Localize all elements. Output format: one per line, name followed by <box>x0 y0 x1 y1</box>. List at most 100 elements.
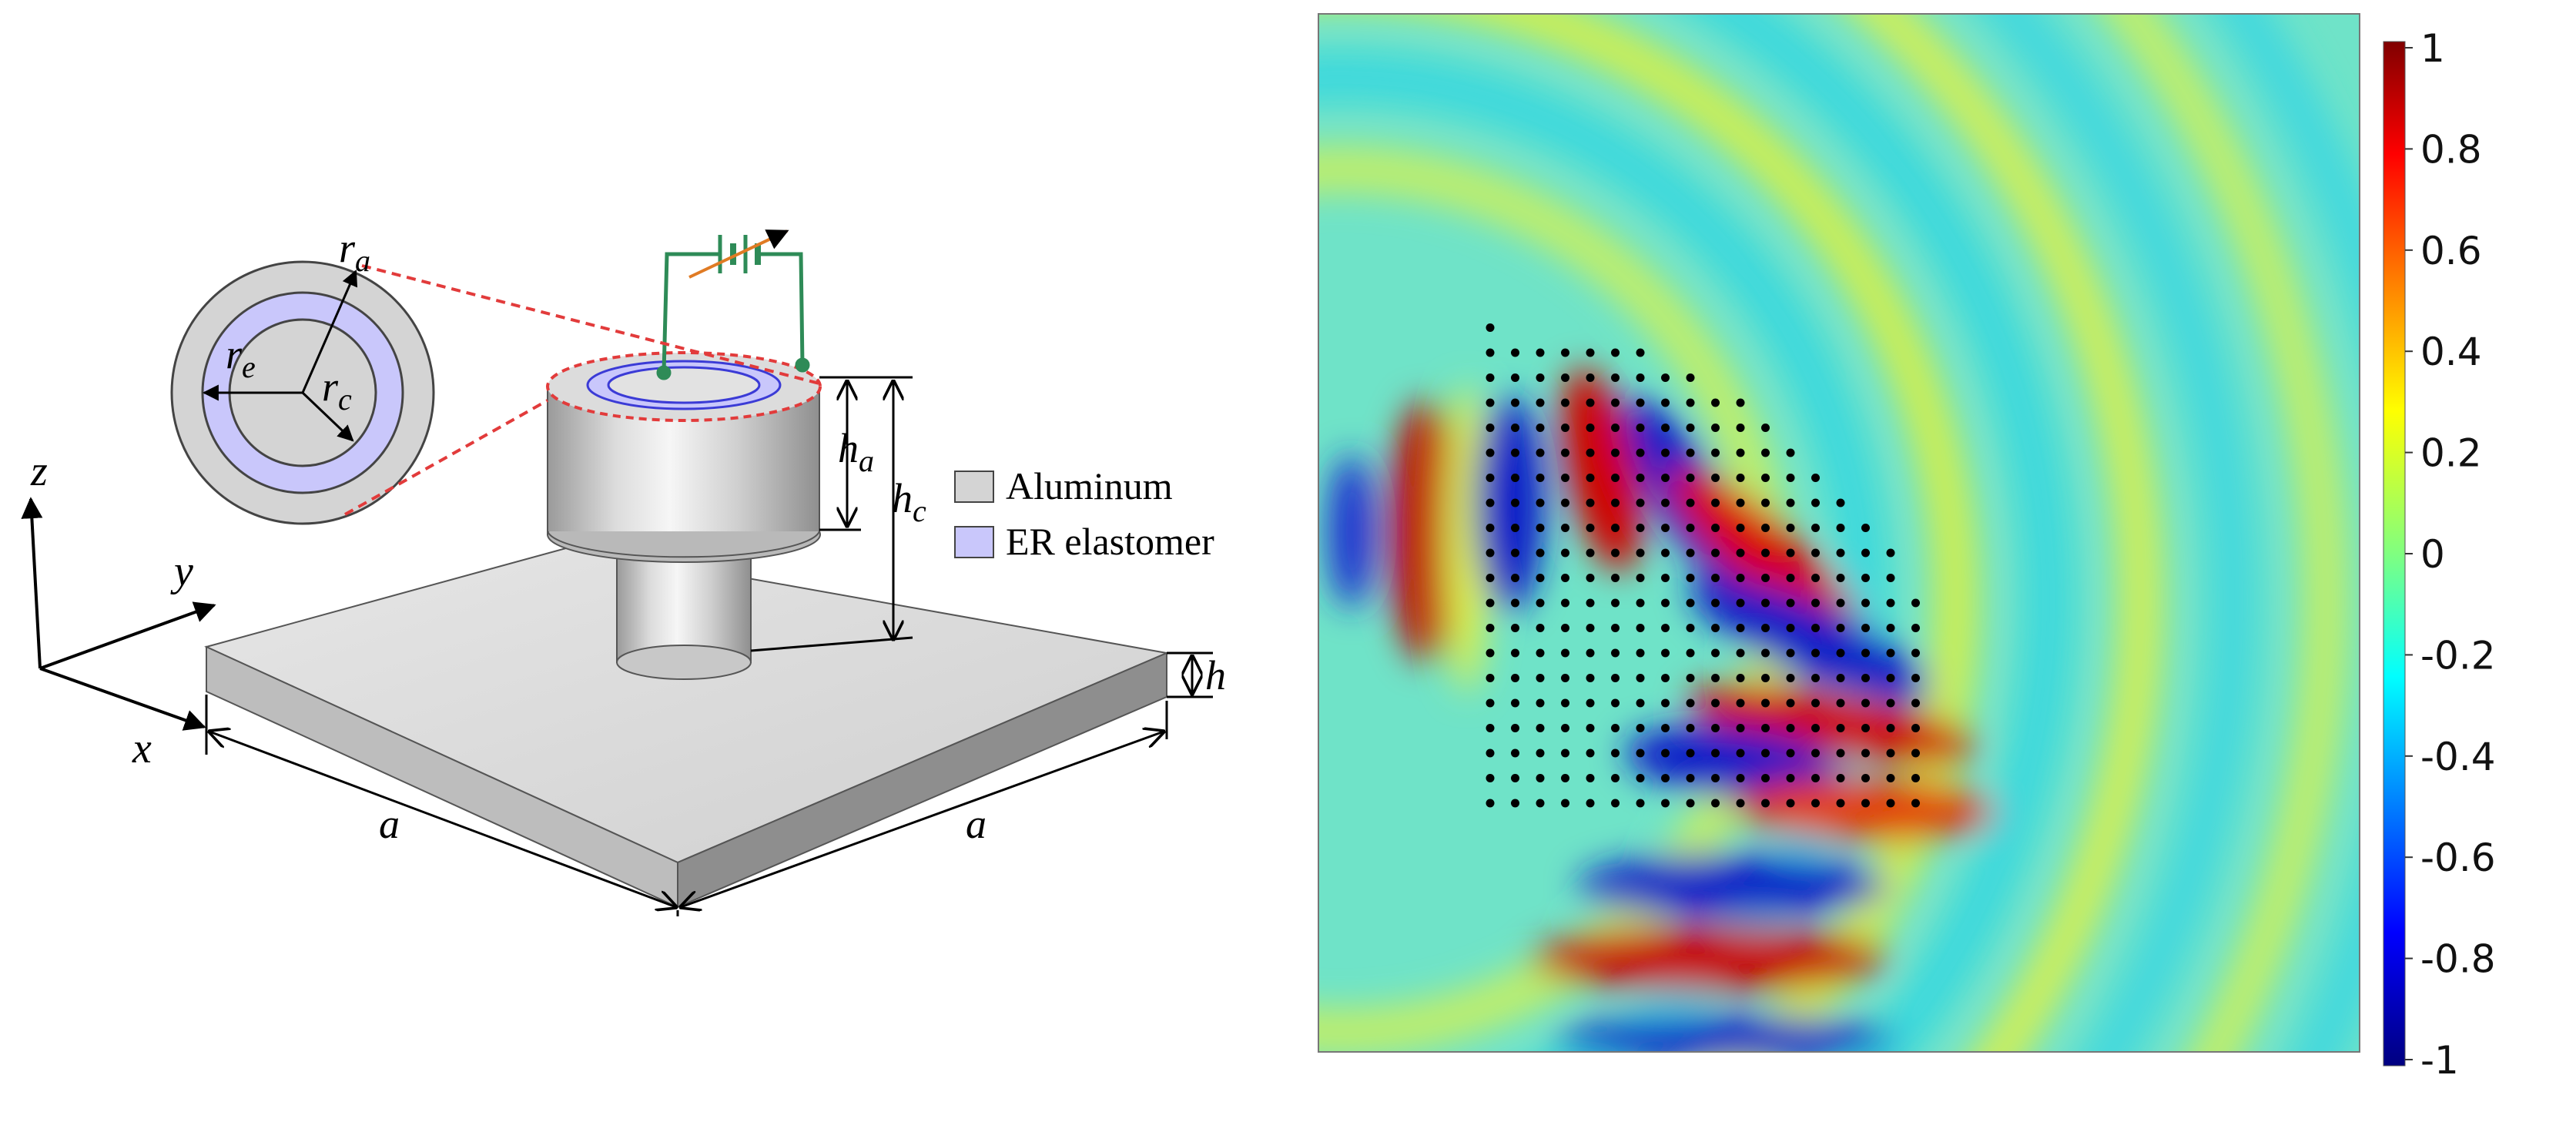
resonator-dot <box>1761 574 1770 582</box>
resonator-dot <box>1636 474 1645 482</box>
resonator-dot <box>1586 474 1595 482</box>
voltage-source-circuit <box>656 252 810 380</box>
resonator-dot <box>1911 748 1920 758</box>
resonator-dot <box>1611 598 1620 608</box>
resonator-dot <box>1561 799 1569 808</box>
cross-section-inset <box>170 260 435 525</box>
x-axis <box>39 667 206 731</box>
resonator-dot <box>1511 648 1519 658</box>
resonator-dot <box>1786 574 1795 582</box>
resonator-dot <box>1661 548 1670 558</box>
a-dimension-left <box>209 732 676 907</box>
resonator-dot <box>1736 548 1745 558</box>
resonator-dot <box>1786 724 1795 732</box>
resonator-dot <box>1486 398 1495 407</box>
resonator-dot <box>1536 748 1545 758</box>
resonator-dot <box>1686 774 1695 782</box>
resonator-dot <box>1811 498 1820 507</box>
resonator-dot <box>1511 424 1519 432</box>
resonator-dot <box>1736 498 1745 507</box>
resonator-dot <box>1636 698 1645 708</box>
rc-label: rc <box>322 363 352 417</box>
resonator-dot <box>1686 648 1695 658</box>
resonator-dot <box>1686 548 1695 558</box>
resonator-dot <box>1586 498 1595 507</box>
resonator-dot <box>1711 674 1720 682</box>
hc-label: hc <box>892 475 926 528</box>
resonator-dot <box>1586 698 1595 708</box>
resonator-dot <box>1536 348 1545 357</box>
resonator-dot <box>1686 724 1695 732</box>
colorbar-tick-label: 0.8 <box>2420 127 2482 172</box>
resonator-dot <box>1836 598 1845 608</box>
resonator-dot <box>1561 624 1569 632</box>
resonator-dot <box>1611 373 1620 382</box>
resonator-dot <box>1736 724 1745 732</box>
resonator-dot <box>1661 474 1670 482</box>
resonator-dot <box>1511 624 1519 632</box>
resonator-dot <box>1511 373 1519 382</box>
resonator-dot <box>1761 474 1770 482</box>
resonator-dot <box>1761 799 1770 808</box>
resonator-dot <box>1486 448 1495 457</box>
resonator-dot <box>1811 748 1820 758</box>
resonator-dot <box>1861 774 1870 782</box>
resonator-dot <box>1836 498 1845 507</box>
resonator-dot <box>1586 524 1595 532</box>
resonator-dot <box>1561 574 1569 582</box>
resonator-dot <box>1611 524 1620 532</box>
resonator-dot <box>1911 698 1920 708</box>
resonator-dot <box>1711 474 1720 482</box>
resonator-dot <box>1511 598 1519 608</box>
resonator-dot <box>1661 674 1670 682</box>
y-axis-label: y <box>170 548 193 595</box>
resonator-dot <box>1886 574 1895 582</box>
resonator-dot <box>1786 799 1795 808</box>
resonator-dot <box>1761 724 1770 732</box>
resonator-dot <box>1486 724 1495 732</box>
resonator-dot <box>1486 624 1495 632</box>
resonator-dot <box>1686 498 1695 507</box>
resonator-dot <box>1536 498 1545 507</box>
resonator-dot <box>1861 748 1870 758</box>
resonator-dot <box>1736 674 1745 682</box>
resonator-dot <box>1586 648 1595 658</box>
resonator-dot <box>1561 648 1569 658</box>
resonator-dot <box>1611 498 1620 507</box>
resonator-dot <box>1886 624 1895 632</box>
resonator-dot <box>1611 624 1620 632</box>
resonator-dot <box>1611 398 1620 407</box>
resonator-dot <box>1886 724 1895 732</box>
resonator-dot <box>1536 424 1545 432</box>
resonator-dot <box>1761 648 1770 658</box>
a-label-right: a <box>966 801 987 847</box>
resonator-dot <box>1761 424 1770 432</box>
resonator-dot <box>1736 474 1745 482</box>
resonator-dot <box>1911 648 1920 658</box>
unit-cell-schematic: z y x <box>21 225 1226 916</box>
resonator-dot <box>1536 648 1545 658</box>
resonator-dot <box>1486 799 1495 808</box>
resonator-dot <box>1736 598 1745 608</box>
resonator-dot <box>1661 799 1670 808</box>
resonator-dot <box>1761 698 1770 708</box>
resonator-dot <box>1511 498 1519 507</box>
resonator-dot <box>1611 724 1620 732</box>
resonator-dot <box>1736 648 1745 658</box>
resonator-dot <box>1761 748 1770 758</box>
resonator-dot <box>1486 698 1495 708</box>
resonator-dot <box>1686 474 1695 482</box>
legend-swatch-elastomer <box>954 526 994 558</box>
resonator-dot <box>1536 373 1545 382</box>
resonator-dot <box>1636 648 1645 658</box>
rc-arrow <box>301 391 354 442</box>
resonator-dot <box>1636 574 1645 582</box>
resonator-dot <box>1486 373 1495 382</box>
coordinate-axes <box>21 497 216 731</box>
resonator-dot <box>1661 624 1670 632</box>
resonator-dot <box>1586 574 1595 582</box>
resonator-dot <box>1536 598 1545 608</box>
colorbar-ticks: 1 0.8 0.6 0.4 0.2 0 -0.2 -0.4 -0.6 -0.8 -1 <box>2405 26 2496 1083</box>
z-axis-label: z <box>30 447 48 495</box>
